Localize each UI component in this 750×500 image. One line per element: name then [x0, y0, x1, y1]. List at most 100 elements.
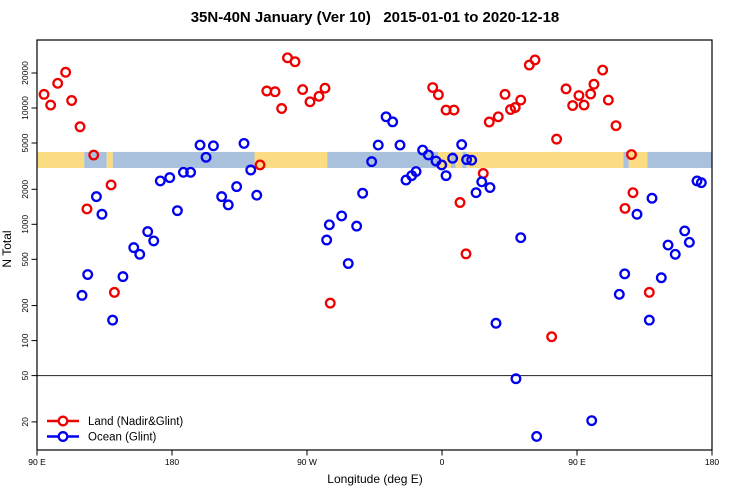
data-point-ocean	[351, 220, 363, 232]
data-point-ocean	[90, 191, 102, 203]
data-point-land	[551, 133, 563, 145]
data-point-ocean	[185, 166, 197, 178]
data-point-ocean	[251, 189, 263, 201]
data-point-ocean	[142, 226, 154, 238]
map-band-land	[37, 151, 85, 168]
map-band-ocean	[451, 151, 456, 168]
legend-label: Land (Nadir&Glint)	[88, 416, 183, 428]
data-point-land	[499, 88, 511, 100]
y-axis-tick-label: 20	[20, 417, 30, 427]
data-point-land	[509, 102, 521, 113]
data-point-land	[427, 82, 439, 93]
data-point-ocean	[154, 175, 166, 187]
y-axis-tick-label: 20000	[20, 61, 30, 85]
data-point-land	[313, 90, 325, 102]
y-axis-tick-label: 10000	[20, 96, 30, 120]
data-point-ocean	[207, 140, 219, 152]
data-point-ocean	[171, 205, 183, 217]
data-point-ocean	[400, 174, 412, 186]
data-point-land	[60, 66, 72, 78]
data-point-ocean	[679, 225, 691, 237]
y-axis-tick-label: 500	[20, 252, 30, 266]
data-point-ocean	[669, 248, 681, 260]
data-point-ocean	[683, 236, 695, 248]
map-band-land	[466, 151, 624, 168]
data-point-land	[588, 78, 600, 90]
x-axis-tick-label: 180	[165, 457, 179, 467]
data-point-ocean	[484, 182, 496, 194]
data-point-land	[573, 90, 585, 101]
data-point-ocean	[619, 268, 631, 280]
data-point-land	[52, 77, 64, 89]
data-point-ocean	[357, 187, 369, 199]
data-point-ocean	[490, 317, 502, 329]
map-band-ocean	[462, 151, 467, 168]
legend-marker	[57, 431, 69, 442]
data-point-ocean	[238, 137, 250, 149]
data-point-ocean	[586, 415, 598, 427]
data-point-ocean	[531, 430, 543, 442]
y-axis-title: N Total	[0, 230, 14, 268]
data-point-ocean	[695, 177, 707, 189]
x-axis-tick-label: 90 W	[297, 457, 317, 467]
data-point-land	[460, 248, 472, 260]
data-point-land	[254, 159, 266, 171]
data-point-ocean	[321, 234, 333, 246]
data-point-ocean	[466, 154, 478, 166]
x-axis-tick-label: 0	[440, 457, 445, 467]
data-point-ocean	[643, 314, 655, 326]
data-point-land	[515, 94, 527, 106]
data-point-land	[88, 149, 100, 161]
data-point-land	[585, 88, 597, 100]
data-point-land	[276, 103, 288, 114]
data-point-ocean	[461, 154, 473, 166]
data-point-ocean	[107, 314, 119, 326]
data-point-land	[477, 167, 489, 179]
x-axis-tick-label: 90 E	[28, 457, 46, 467]
data-point-ocean	[222, 199, 234, 211]
data-point-ocean	[231, 181, 243, 193]
data-point-ocean	[662, 239, 674, 251]
data-point-land	[45, 99, 57, 111]
data-point-land	[108, 286, 120, 298]
data-point-ocean	[613, 288, 625, 300]
data-point-ocean	[245, 164, 257, 176]
data-point-ocean	[96, 208, 108, 220]
chart-title: 35N-40N January (Ver 10) 2015-01-01 to 2…	[190, 9, 560, 26]
data-point-ocean	[128, 242, 140, 254]
data-point-land	[546, 331, 558, 343]
data-point-land	[454, 197, 466, 208]
data-point-ocean	[323, 219, 335, 231]
map-band-land	[455, 151, 463, 168]
data-point-land	[578, 99, 590, 111]
y-axis-tick-label: 5000	[20, 133, 30, 152]
data-point-land	[297, 84, 309, 96]
data-point-ocean	[515, 232, 527, 244]
data-point-ocean	[177, 166, 189, 178]
data-point-land	[492, 111, 504, 123]
data-point-land	[597, 64, 609, 76]
data-point-ocean	[456, 139, 468, 150]
data-point-land	[66, 95, 78, 106]
data-point-ocean	[342, 258, 354, 269]
x-axis-title: Longitude (deg E)	[327, 472, 423, 486]
data-point-ocean	[387, 116, 399, 128]
data-point-ocean	[380, 111, 392, 123]
data-point-land	[81, 203, 93, 215]
data-point-ocean	[134, 248, 146, 260]
data-point-land	[74, 121, 86, 133]
data-point-ocean	[510, 373, 522, 385]
data-point-ocean	[194, 139, 206, 151]
data-point-ocean	[82, 269, 94, 280]
data-point-ocean	[655, 272, 667, 284]
plot-border	[36, 39, 713, 451]
data-point-ocean	[440, 170, 452, 182]
data-point-ocean	[117, 271, 129, 283]
data-point-ocean	[148, 235, 160, 247]
y-axis-tick-label: 2000	[20, 180, 30, 199]
data-point-land	[483, 116, 495, 128]
data-point-ocean	[366, 156, 378, 168]
data-point-ocean	[76, 289, 88, 301]
